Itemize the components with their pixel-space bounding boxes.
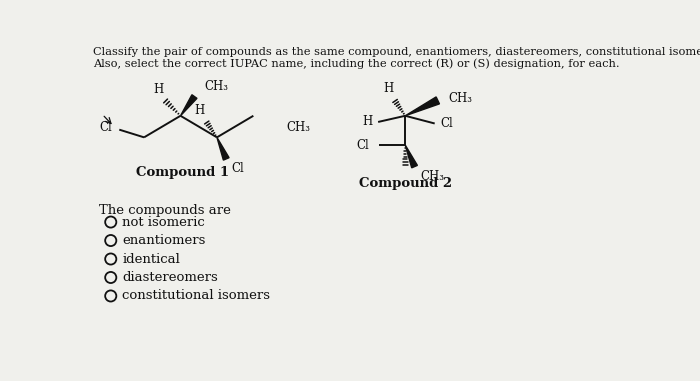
- Text: Compound 1: Compound 1: [136, 166, 230, 179]
- Text: Classify the pair of compounds as the same compound, enantiomers, diastereomers,: Classify the pair of compounds as the sa…: [93, 47, 700, 57]
- Polygon shape: [405, 145, 417, 168]
- Polygon shape: [217, 137, 229, 160]
- Text: H: H: [363, 115, 372, 128]
- Text: CH₃: CH₃: [204, 80, 228, 93]
- Text: Cl: Cl: [356, 139, 369, 152]
- Text: CH₃: CH₃: [286, 121, 310, 134]
- Text: Also, select the correct IUPAC name, including the correct (R) or (S) designatio: Also, select the correct IUPAC name, inc…: [93, 59, 620, 69]
- Text: CH₃: CH₃: [421, 170, 444, 183]
- Text: H: H: [194, 104, 204, 117]
- Text: constitutional isomers: constitutional isomers: [122, 290, 270, 303]
- Polygon shape: [405, 97, 440, 116]
- Text: The compounds are: The compounds are: [99, 204, 231, 217]
- Text: not isomeric: not isomeric: [122, 216, 205, 229]
- Text: Cl: Cl: [99, 121, 112, 134]
- Text: Cl: Cl: [232, 162, 244, 175]
- Text: enantiomers: enantiomers: [122, 234, 206, 247]
- Text: H: H: [153, 83, 163, 96]
- Text: identical: identical: [122, 253, 181, 266]
- Text: Compound 2: Compound 2: [358, 178, 452, 190]
- Text: CH₃: CH₃: [449, 92, 472, 106]
- Polygon shape: [181, 95, 197, 116]
- Text: H: H: [383, 82, 393, 95]
- Text: Cl: Cl: [440, 117, 453, 130]
- Text: diastereomers: diastereomers: [122, 271, 218, 284]
